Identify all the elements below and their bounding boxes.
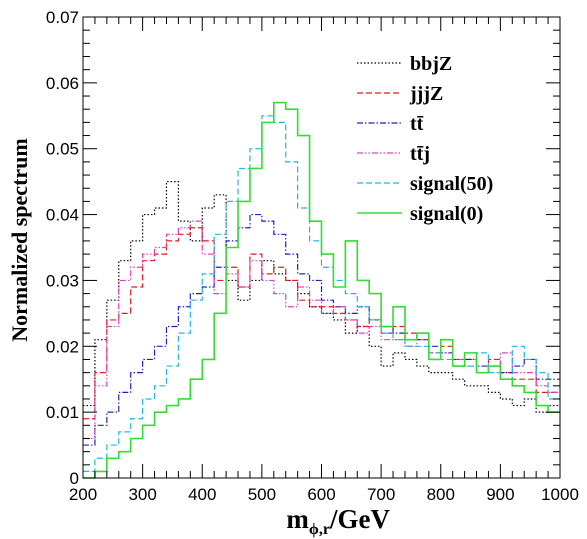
x-tick-label: 200 [69,485,97,504]
x-axis-title-tail: /GeV [329,504,390,534]
legend-label-2: tt̄ [410,113,424,135]
y-tick-label: 0.03 [46,271,79,290]
legend-label-4: signal(50) [410,173,493,195]
legend-label-0: bbjZ [410,53,452,75]
y-tick-label: 0.07 [46,8,79,27]
y-tick-label: 0.02 [46,337,79,356]
y-axis-title: Normalized spectrum [7,138,32,341]
y-tick-label: 0.05 [46,140,79,159]
x-tick-label: 300 [128,485,156,504]
series-line-2 [83,213,560,446]
series-line-5 [83,101,560,479]
y-tick-label: 0.06 [46,74,79,93]
axes: 200 300 400 500 600 700 800 900 1000 0 0.01 0.02 0.0… [46,8,579,504]
x-axis-title-main: m [286,504,309,534]
x-tick-label: 500 [248,485,276,504]
x-tick-label: 900 [486,485,514,504]
x-tick-label: 1000 [541,485,579,504]
x-tick-label: 800 [427,485,455,504]
x-tick-label: 400 [188,485,216,504]
legend-label-5: signal(0) [410,203,483,225]
x-axis-title: mϕ,r/GeV [286,504,390,538]
y-tick-label: 0 [70,469,79,488]
legend-label-1: jjjZ [409,83,443,105]
series-layer [83,101,560,479]
y-tick-label: 0.01 [46,403,79,422]
legend: bbjZ jjjZ tt̄ tt̄j signal(50) signal(0) [357,53,493,225]
series-line-4 [83,115,560,473]
x-tick-label: 700 [367,485,395,504]
x-tick-label: 600 [307,485,335,504]
x-axis-title-subscript: ϕ,r [309,521,330,538]
y-tick-label: 0.04 [46,206,79,225]
legend-label-3: tt̄j [410,143,430,165]
